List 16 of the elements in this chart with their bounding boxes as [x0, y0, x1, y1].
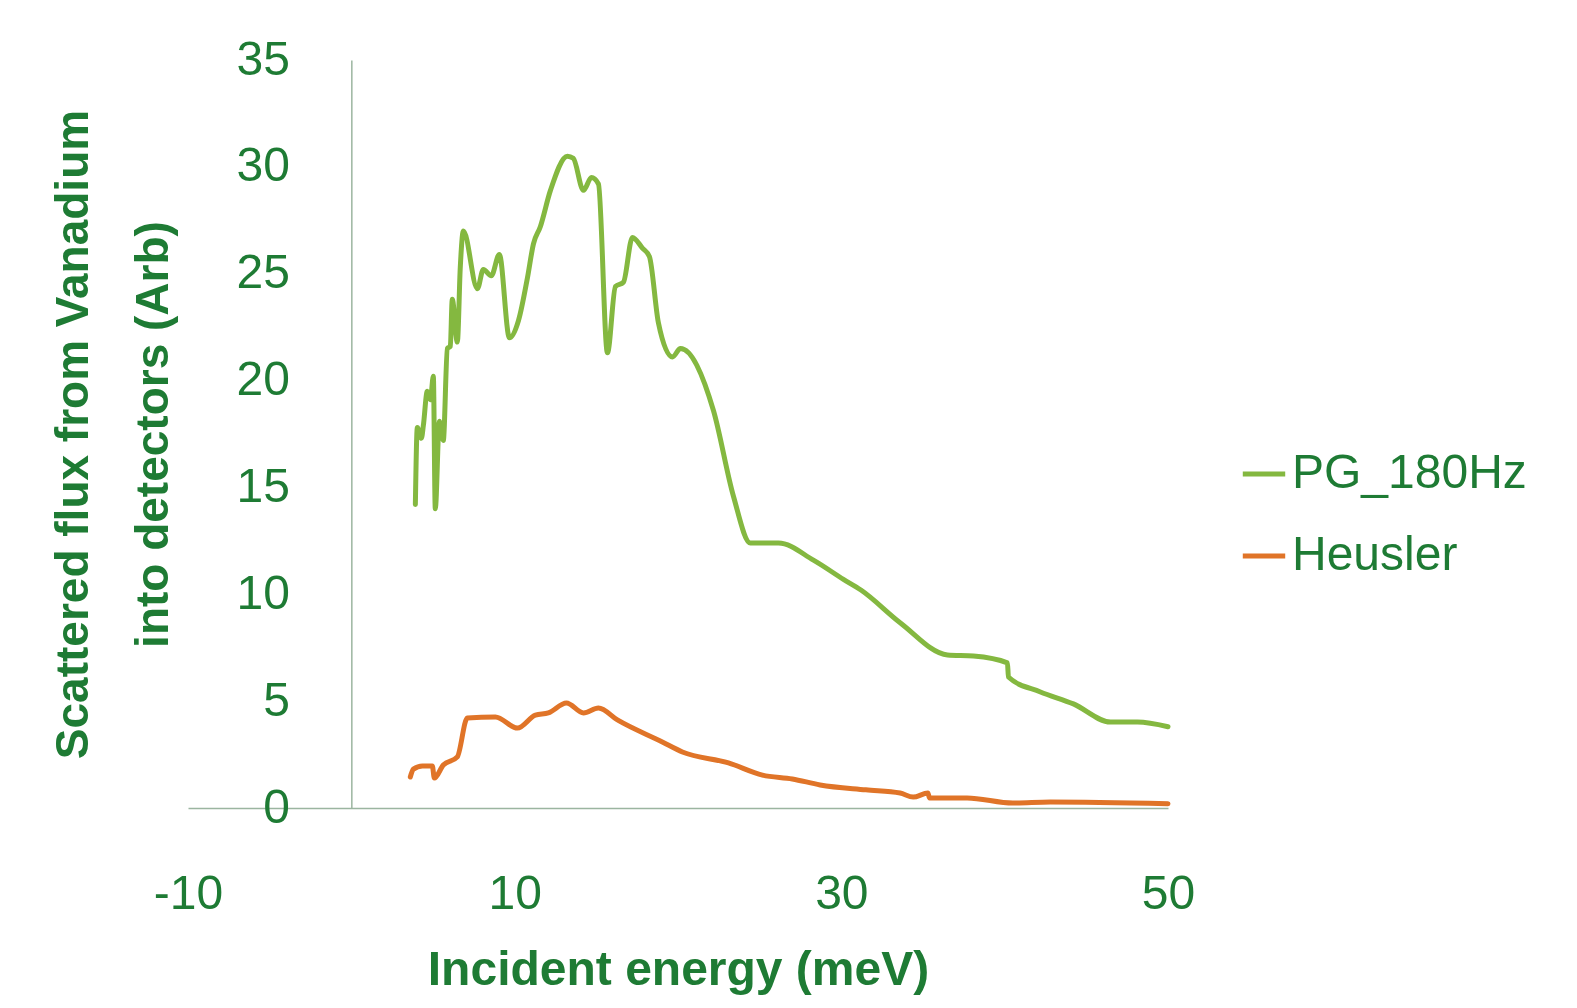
- y-tick-label: 25: [236, 245, 290, 299]
- x-axis-title: Incident energy (meV): [427, 941, 930, 995]
- x-tick-label: 30: [815, 865, 869, 919]
- y-tick-label: 15: [236, 458, 290, 512]
- y-tick-label: 0: [263, 779, 290, 833]
- y-tick-label: 20: [236, 352, 290, 406]
- legend-label: Heusler: [1292, 527, 1458, 580]
- x-tick-label: 10: [488, 865, 542, 919]
- x-tick-label: -10: [153, 865, 224, 919]
- y-tick-label: 10: [236, 565, 290, 619]
- y-axis-title: Scattered flux from Vanadium into detectors (Arb): [46, 109, 179, 760]
- y-tick-label: 5: [263, 672, 290, 726]
- legend-label: PG_180Hz: [1292, 445, 1527, 498]
- y-tick-label: 35: [236, 31, 290, 85]
- x-tick-label: 50: [1141, 865, 1196, 919]
- y-tick-label: 30: [236, 138, 290, 192]
